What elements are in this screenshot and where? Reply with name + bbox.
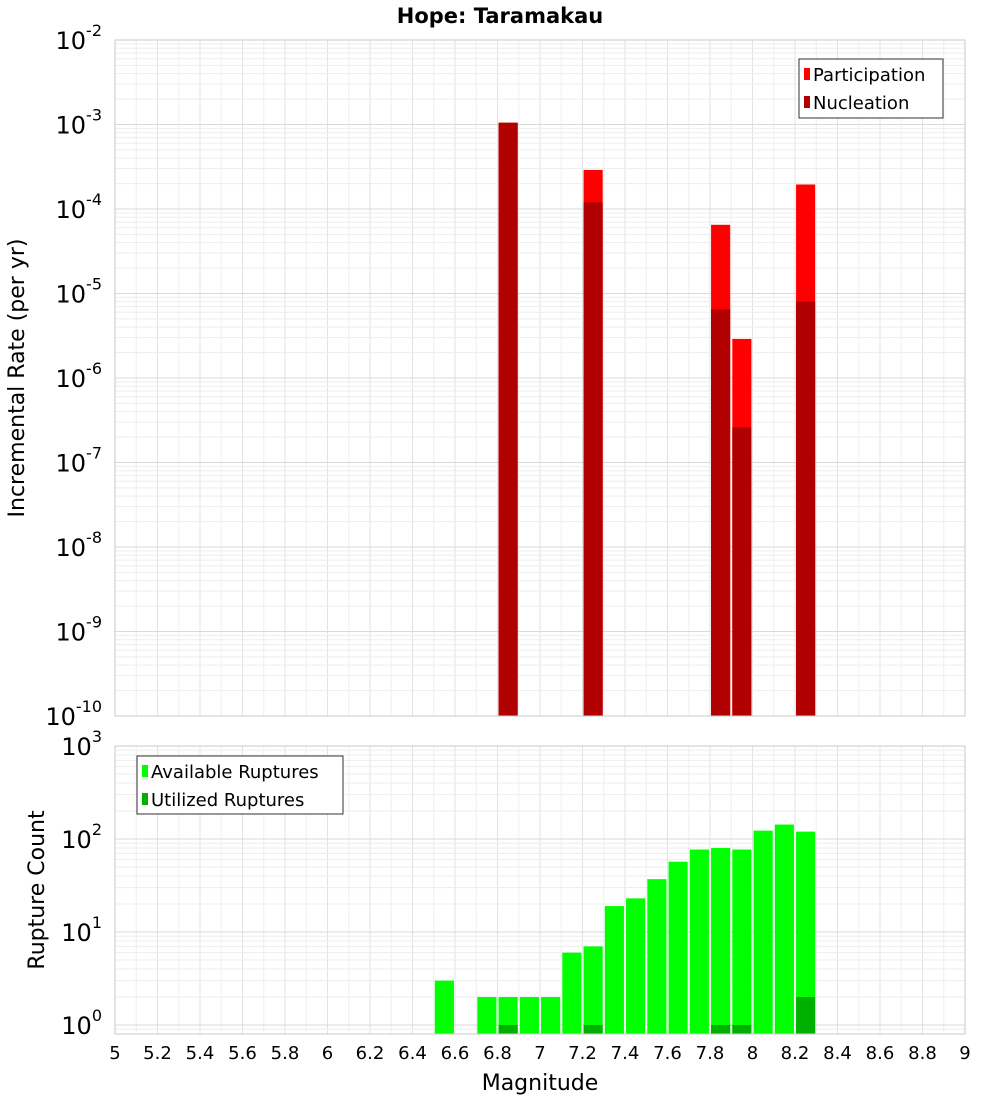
bar-available-ruptures [477, 996, 497, 1034]
top-panel: 10-10 10-9 10-8 10-7 10-6 10-5 10-4 10-3 10-2 Inc… [5, 21, 966, 731]
x-tick-label: 6.2 [356, 1043, 385, 1064]
x-tick-label: 5.6 [228, 1043, 257, 1064]
legend-label-nucleation: Nucleation [813, 93, 909, 114]
bars [434, 824, 816, 1034]
bar-available-ruptures [541, 996, 561, 1034]
x-tick-label: 8.8 [908, 1043, 937, 1064]
bar-nucleation [498, 122, 518, 717]
bar-available-ruptures [796, 831, 816, 1034]
bar-nucleation [711, 309, 731, 716]
bar-nucleation [796, 301, 816, 716]
y-tick-label: 10-3 [56, 106, 103, 140]
bar-available-ruptures [498, 996, 518, 1034]
x-tick-label: 7 [534, 1043, 545, 1064]
y-tick-label: 10-4 [56, 190, 103, 224]
y-tick-label: 10-9 [56, 613, 103, 647]
bars [498, 122, 816, 717]
x-tick-label: 6.6 [441, 1043, 470, 1064]
bar-available-ruptures [583, 946, 603, 1034]
grid [114, 39, 966, 717]
y-tick-label: 10-10 [45, 697, 102, 731]
bar-available-ruptures [711, 848, 731, 1034]
bar-available-ruptures [519, 996, 539, 1034]
x-tick-label: 6.8 [483, 1043, 512, 1064]
y-tick-label: 101 [61, 913, 102, 947]
legend-box [798, 58, 944, 119]
y-tick-label: 10-8 [56, 528, 103, 562]
x-tick-label: 6.4 [398, 1043, 427, 1064]
bar-available-ruptures [753, 830, 773, 1034]
legend-swatch-nucleation [804, 96, 810, 108]
bar-available-ruptures [562, 952, 582, 1034]
bar-available-ruptures [668, 861, 688, 1034]
bottom-panel: 100 101 102 103 Rupture Count 5 5.2 5.4 5.6 5.8 6 6… [25, 727, 971, 1064]
bar-available-ruptures [647, 879, 667, 1034]
bar-available-ruptures [732, 849, 752, 1034]
bar-nucleation [583, 202, 603, 716]
x-tick-label: 7.4 [611, 1043, 640, 1064]
x-axis-title: Magnitude [482, 1071, 599, 1096]
x-tick-label: 7.2 [568, 1043, 597, 1064]
legend-label-available-ruptures: Available Ruptures [151, 762, 319, 783]
legend-swatch-available-ruptures [142, 765, 148, 777]
y-tick-label: 102 [61, 820, 102, 854]
x-tick-label: 6 [322, 1043, 333, 1064]
bar-available-ruptures [604, 906, 624, 1034]
y-tick-label: 10-6 [56, 359, 103, 393]
legend-label-participation: Participation [813, 65, 925, 86]
x-tick-label: 9 [959, 1043, 970, 1064]
y-tick-label: 10-2 [56, 21, 103, 55]
x-tick-label: 5.8 [271, 1043, 300, 1064]
bar-utilized-ruptures [583, 1024, 603, 1034]
bar-available-ruptures [626, 898, 646, 1034]
plot-frame [114, 39, 966, 717]
x-tick-label: 7.6 [653, 1043, 682, 1064]
x-tick-label: 8.2 [781, 1043, 810, 1064]
legend: Participation Nucleation [798, 58, 944, 119]
bar-utilized-ruptures [498, 1024, 518, 1034]
x-tick-label: 8 [747, 1043, 758, 1064]
y-tick-label: 10-5 [56, 275, 103, 309]
bar-available-ruptures [689, 849, 709, 1034]
x-tick-label: 8.6 [866, 1043, 895, 1064]
legend-swatch-utilized-ruptures [142, 793, 148, 805]
legend-label-utilized-ruptures: Utilized Ruptures [151, 790, 304, 811]
y-axis-title: Rupture Count [25, 810, 50, 970]
bar-available-ruptures [774, 824, 794, 1034]
legend-swatch-participation [804, 68, 810, 80]
bar-utilized-ruptures [711, 1024, 731, 1034]
legend: Available Ruptures Utilized Ruptures [136, 755, 344, 815]
chart-title: Hope: Taramakau [397, 4, 603, 28]
bar-nucleation [732, 427, 752, 716]
x-tick-label: 5 [109, 1043, 120, 1064]
bar-utilized-ruptures [732, 1024, 752, 1034]
x-tick-label: 7.8 [696, 1043, 725, 1064]
plot-frame [114, 745, 966, 1035]
y-tick-label: 10-7 [56, 444, 103, 478]
bar-available-ruptures [434, 980, 454, 1034]
y-tick-label: 103 [61, 727, 102, 761]
x-tick-label: 5.4 [186, 1043, 215, 1064]
y-axis-title: Incremental Rate (per yr) [5, 239, 30, 518]
legend-box [136, 755, 344, 815]
bar-utilized-ruptures [796, 996, 816, 1034]
x-tick-label: 5.2 [143, 1043, 172, 1064]
y-tick-label: 100 [61, 1006, 102, 1040]
x-tick-label: 8.4 [823, 1043, 852, 1064]
